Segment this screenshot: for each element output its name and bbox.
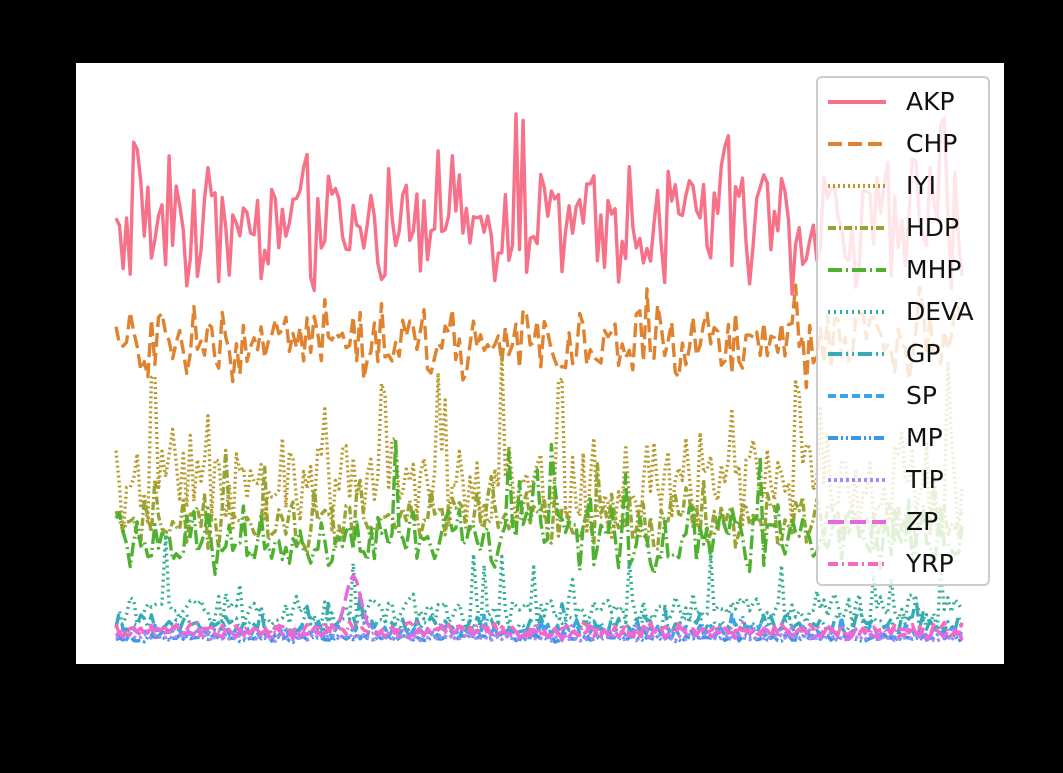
legend-label-akp: AKP xyxy=(906,87,955,116)
legend-swatch-akp xyxy=(828,100,886,104)
legend-swatch-iyi xyxy=(828,184,886,188)
legend-label-yrp: YRP xyxy=(906,549,954,578)
legend-entry-chp: CHP xyxy=(826,124,986,164)
legend-entry-akp: AKP xyxy=(826,82,986,122)
legend-swatch-deva xyxy=(828,310,886,314)
legend-swatch-tip xyxy=(828,478,886,482)
legend-swatch-zp xyxy=(828,520,886,524)
legend-swatch-gp xyxy=(828,352,886,356)
legend-swatch-mhp xyxy=(828,268,886,272)
legend-label-mp: MP xyxy=(906,423,943,452)
legend-entry-mhp: MHP xyxy=(826,250,986,290)
legend-label-tip: TIP xyxy=(906,465,944,494)
legend-entry-mp: MP xyxy=(826,418,986,458)
legend-entry-gp: GP xyxy=(826,334,986,374)
series-line-yrp xyxy=(114,620,964,640)
legend-label-iyi: IYI xyxy=(906,171,937,200)
legend-label-sp: SP xyxy=(906,381,937,410)
legend-label-hdp: HDP xyxy=(906,213,960,242)
legend-entry-hdp: HDP xyxy=(826,208,986,248)
series-line-gp xyxy=(114,591,964,637)
legend-swatch-hdp xyxy=(828,226,886,230)
legend: AKP CHP IYI HDP MHP DEVA GP SP MP TIP ZP YRP xyxy=(816,76,990,586)
series-line-deva xyxy=(114,532,964,633)
legend-label-mhp: MHP xyxy=(906,255,962,284)
legend-entry-yrp: YRP xyxy=(826,544,986,584)
legend-label-gp: GP xyxy=(906,339,941,368)
legend-swatch-chp xyxy=(828,142,886,146)
legend-entry-tip: TIP xyxy=(826,460,986,500)
legend-swatch-yrp xyxy=(828,562,886,566)
legend-label-zp: ZP xyxy=(906,507,939,536)
series-line-mp xyxy=(115,630,964,645)
legend-entry-sp: SP xyxy=(826,376,986,416)
legend-entry-zp: ZP xyxy=(826,502,986,542)
legend-swatch-sp xyxy=(828,394,886,398)
legend-entry-deva: DEVA xyxy=(826,292,986,332)
legend-swatch-mp xyxy=(828,436,886,440)
legend-entry-iyi: IYI xyxy=(826,166,986,206)
legend-label-chp: CHP xyxy=(906,129,958,158)
legend-label-deva: DEVA xyxy=(906,297,974,326)
